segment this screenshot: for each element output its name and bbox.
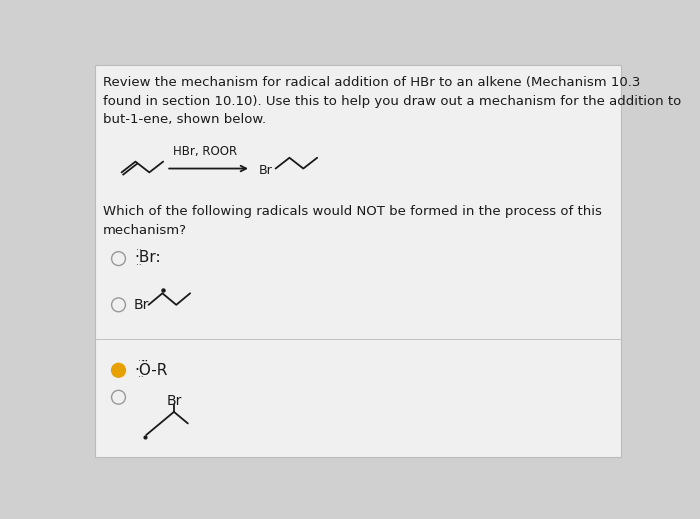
Text: ·Br:: ·Br:	[134, 250, 160, 265]
Text: Br: Br	[167, 394, 181, 408]
Text: Review the mechanism for radical addition of HBr to an alkene (Mechanism 10.3
fo: Review the mechanism for radical additio…	[103, 76, 681, 126]
Text: Br: Br	[134, 298, 149, 312]
Text: ·Ö-R: ·Ö-R	[134, 363, 167, 378]
Text: Br: Br	[258, 163, 272, 176]
Text: Which of the following radicals would NOT be formed in the process of this
mecha: Which of the following radicals would NO…	[103, 204, 602, 237]
Text: ··: ··	[138, 357, 144, 366]
Text: HBr, ROOR: HBr, ROOR	[173, 145, 237, 158]
Circle shape	[111, 363, 125, 377]
Text: ··: ··	[136, 245, 142, 255]
FancyBboxPatch shape	[95, 65, 621, 457]
Text: ··: ··	[136, 261, 142, 270]
Text: ··: ··	[138, 373, 144, 381]
